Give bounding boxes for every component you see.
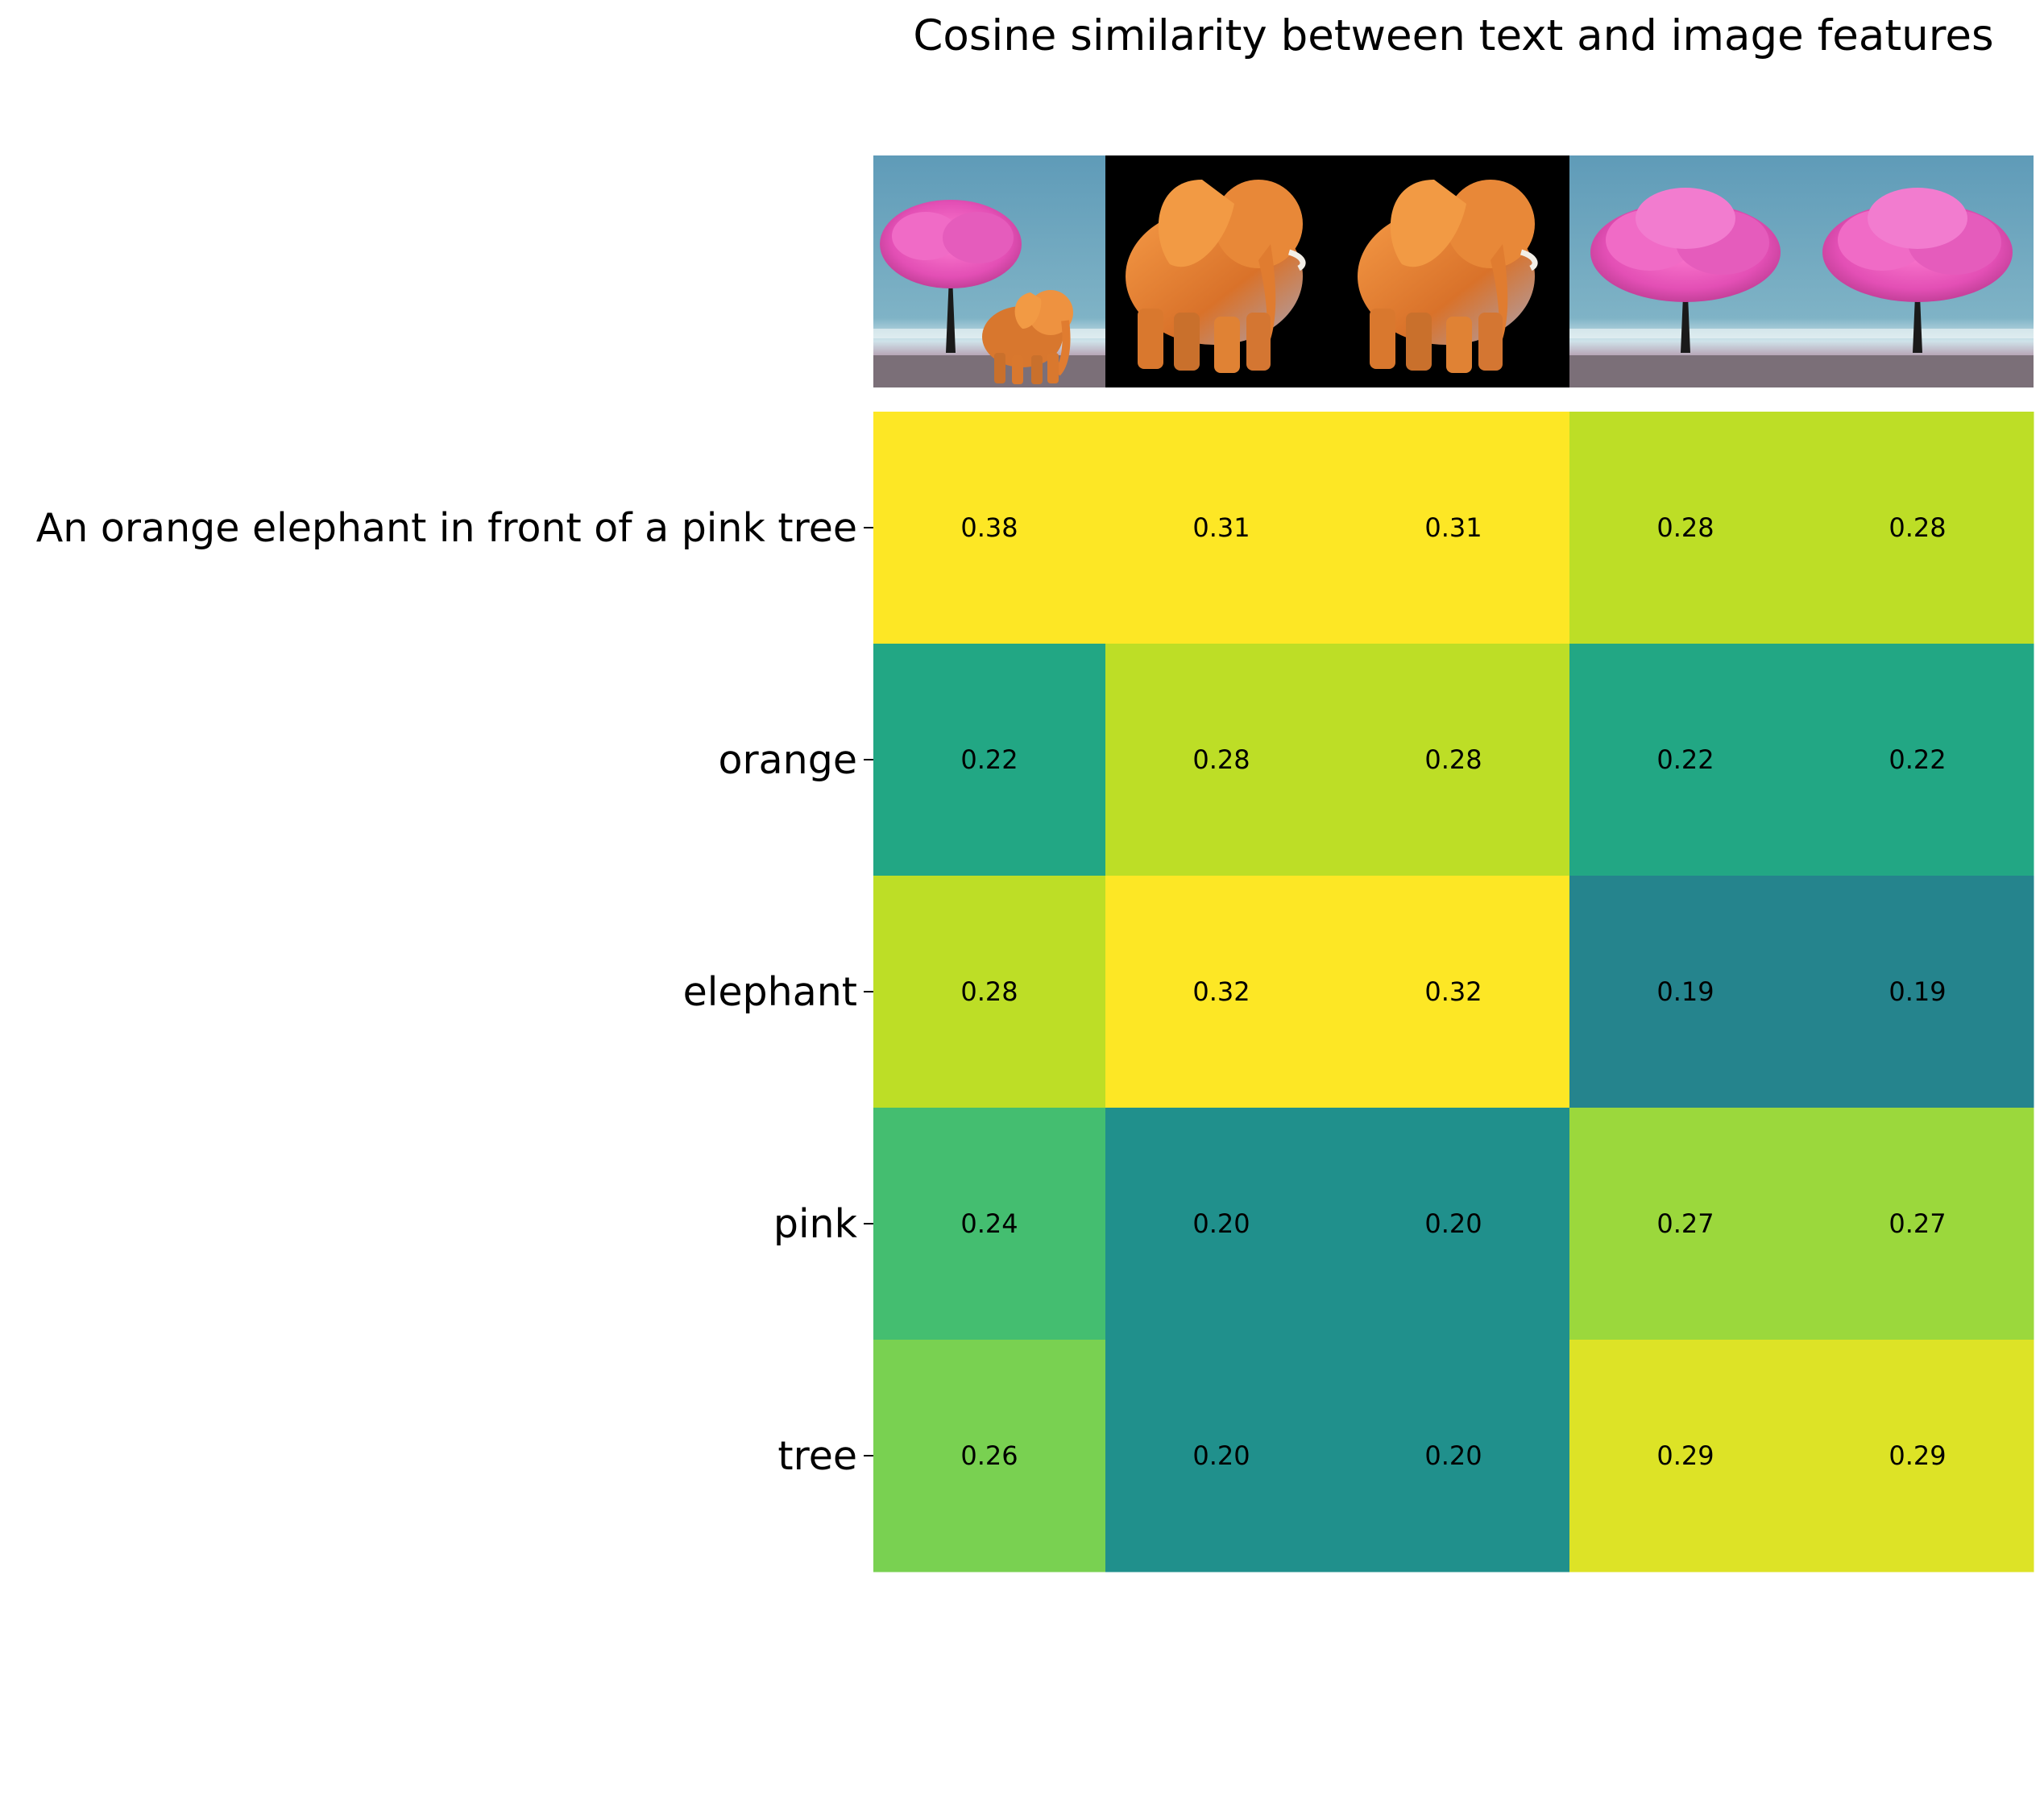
cell-value-r3-c3: 0.27 [1656,1208,1714,1239]
heatmap-cell-r3-c4 [1801,1108,2034,1340]
cell-value-r3-c0: 0.24 [960,1208,1018,1239]
row-label-2: elephant [683,969,857,1015]
cell-value-r2-c0: 0.28 [960,976,1018,1007]
cell-value-r1-c1: 0.28 [1192,744,1250,775]
heatmap-cell-r4-c0 [873,1340,1106,1572]
row-labels: An orange elephant in front of a pink tr… [36,505,873,1479]
row-label-0: An orange elephant in front of a pink tr… [36,505,857,551]
heatmap-cell-r2-c2 [1337,876,1570,1108]
heatmap-cell-r0-c4 [1801,412,2034,644]
heatmap-cell-r2-c1 [1105,876,1338,1108]
cell-value-r1-c0: 0.22 [960,744,1018,775]
cell-value-r4-c1: 0.20 [1192,1440,1250,1471]
cell-value-r4-c0: 0.26 [960,1440,1018,1471]
heatmap-cell-r4-c2 [1337,1340,1570,1572]
cell-value-r2-c2: 0.32 [1424,976,1482,1007]
heatmap-cell-r4-c4 [1801,1340,2034,1572]
cell-value-r0-c2: 0.31 [1424,512,1482,543]
thumbnail-elephant-under-pink-tree-0 [873,155,1105,387]
cell-value-r0-c3: 0.28 [1656,512,1714,543]
row-label-1: orange [719,737,857,783]
cell-value-r1-c4: 0.22 [1889,744,1946,775]
heatmap-cell-r4-c3 [1569,1340,1802,1572]
thumbnail-pink-tree-3 [1568,154,1803,389]
thumbnail-orange-elephant-black-background-2 [1337,155,1569,387]
cell-value-r2-c4: 0.19 [1889,976,1946,1007]
image-thumbnails [873,154,2035,389]
heatmap-cell-r1-c3 [1569,644,1802,876]
cell-value-r3-c2: 0.20 [1424,1208,1482,1239]
heatmap-cell-r0-c1 [1105,412,1338,644]
heatmap-cell-r0-c2 [1337,412,1570,644]
heatmap-cells [873,412,2034,1572]
heatmap-cell-r2-c4 [1801,876,2034,1108]
heatmap-cell-r0-c3 [1569,412,1802,644]
cell-value-r3-c4: 0.27 [1889,1208,1946,1239]
cell-value-r1-c3: 0.22 [1656,744,1714,775]
heatmap-cell-r2-c0 [873,876,1106,1108]
cell-value-r4-c3: 0.29 [1656,1440,1714,1471]
heatmap-cell-r1-c0 [873,644,1106,876]
cell-value-r4-c4: 0.29 [1889,1440,1946,1471]
heatmap-cell-r3-c1 [1105,1108,1338,1340]
row-label-4: tree [777,1433,857,1479]
thumbnail-orange-elephant-black-background-1 [1105,155,1337,387]
cell-value-labels: 0.38 0.31 0.31 0.28 0.28 0.22 0.28 0.28 0.22 0.22… [960,512,1946,1471]
thumbnail-pink-tree-4 [1800,154,2035,389]
cell-value-r0-c0: 0.38 [960,512,1018,543]
row-label-3: pink [773,1201,858,1247]
heatmap-cell-r3-c0 [873,1108,1106,1340]
heatmap-cell-r1-c4 [1801,644,2034,876]
cell-value-r3-c1: 0.20 [1192,1208,1250,1239]
heatmap-cell-r4-c1 [1105,1340,1338,1572]
chart-title: Cosine similarity between text and image… [913,11,1994,60]
cell-value-r0-c4: 0.28 [1889,512,1946,543]
cell-value-r1-c2: 0.28 [1424,744,1482,775]
heatmap-cell-r3-c3 [1569,1108,1802,1340]
heatmap-cell-r1-c2 [1337,644,1570,876]
cell-value-r4-c2: 0.20 [1424,1440,1482,1471]
heatmap-cell-r3-c2 [1337,1108,1570,1340]
cell-value-r2-c3: 0.19 [1656,976,1714,1007]
cell-value-r0-c1: 0.31 [1192,512,1250,543]
heatmap-cell-r2-c3 [1569,876,1802,1108]
heatmap-cell-r0-c0 [873,412,1106,644]
heatmap-cell-r1-c1 [1105,644,1338,876]
cell-value-r2-c1: 0.32 [1192,976,1250,1007]
